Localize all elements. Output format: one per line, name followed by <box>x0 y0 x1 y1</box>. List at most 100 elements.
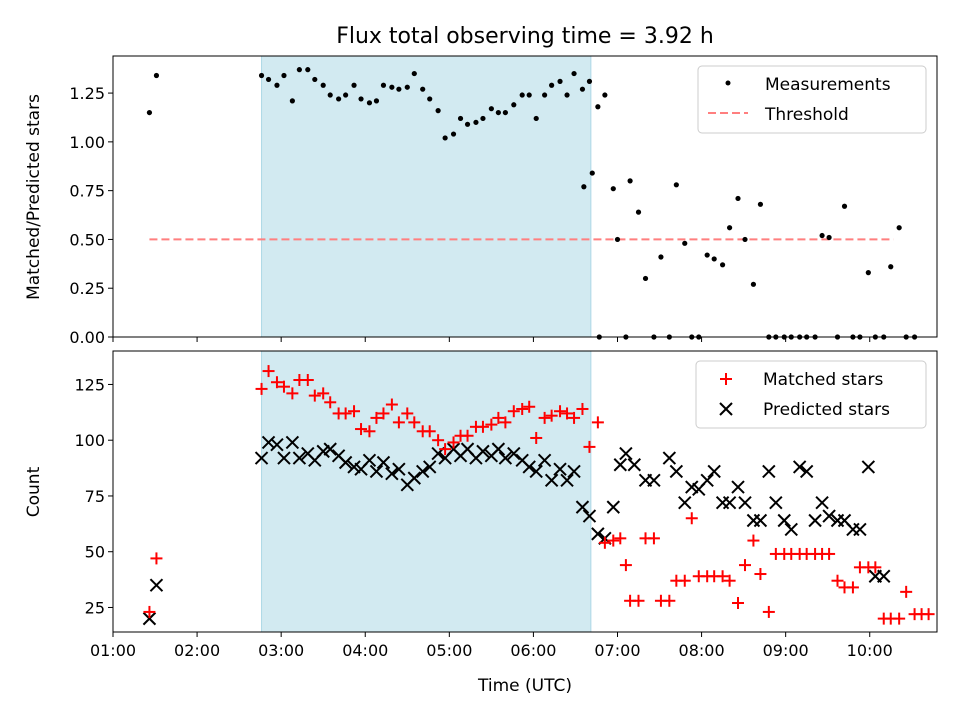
predicted-point <box>553 462 567 476</box>
measurement-point <box>896 225 902 231</box>
measurement-point <box>602 92 608 98</box>
measurement-point <box>750 281 757 287</box>
predicted-point <box>792 460 807 474</box>
measurement-point <box>610 186 616 192</box>
predicted-point <box>591 527 605 541</box>
matched-point <box>401 407 414 420</box>
predicted-point <box>415 464 430 479</box>
measurement-point <box>865 270 871 276</box>
matched-point <box>392 416 405 429</box>
predicted-point <box>799 464 814 479</box>
measurement-point <box>526 92 532 98</box>
measurement-point <box>296 67 302 73</box>
predicted-point <box>784 522 798 537</box>
matched-point <box>685 512 698 525</box>
matched-point <box>576 402 589 415</box>
predicted-point <box>338 455 353 470</box>
top-y-axis-label: Matched/Predicted stars <box>24 94 44 300</box>
x-tick-label: 02:00 <box>174 641 220 660</box>
measurement-point <box>658 254 664 260</box>
top-panel: 0.00 0.25 0.50 0.75 1.00 1.25 Matched/Predict… <box>24 55 938 347</box>
measurement-point <box>519 92 525 98</box>
measurement-point <box>742 236 748 243</box>
matched-point <box>663 594 676 607</box>
x-tick-label: 10:00 <box>847 641 893 660</box>
matched-point <box>583 440 596 453</box>
measurement-point <box>258 72 265 79</box>
measurement-point <box>420 86 426 92</box>
matched-point <box>716 570 729 583</box>
predicted-point <box>567 464 581 479</box>
predicted-point <box>529 464 543 479</box>
measurement-point <box>457 115 464 122</box>
measurement-point <box>495 109 501 116</box>
matched-point <box>301 373 314 386</box>
bottom-y-tick-label: 50 <box>85 543 105 562</box>
measurement-point <box>557 78 563 84</box>
bottom-y-tick-label: 100 <box>74 431 105 450</box>
measurement-point <box>427 96 433 102</box>
matched-point <box>900 585 913 598</box>
predicted-point <box>277 451 291 465</box>
top-shaded-region <box>261 55 592 338</box>
predicted-point <box>376 455 391 470</box>
measurement-point <box>442 135 448 141</box>
measurement-point <box>343 92 349 98</box>
matched-point <box>432 434 445 447</box>
measurement-point <box>396 86 402 92</box>
predicted-point <box>613 458 627 472</box>
measurement-point <box>281 72 287 79</box>
predicted-point <box>619 446 633 461</box>
measurement-point <box>735 195 741 202</box>
measurement-point <box>153 72 160 79</box>
matched-point <box>499 416 512 429</box>
measurement-point <box>358 96 364 102</box>
matched-point <box>143 605 156 618</box>
measurement-point <box>146 109 153 116</box>
measurement-point <box>274 82 280 88</box>
top-legend-box <box>697 65 927 134</box>
predicted-point <box>669 464 684 479</box>
predicted-point <box>815 495 829 510</box>
matched-point <box>831 574 844 587</box>
matched-point <box>538 411 551 424</box>
predicted-point <box>582 509 597 523</box>
matched-point <box>846 581 859 594</box>
matched-point <box>893 612 906 625</box>
measurement-point <box>488 106 494 112</box>
matched-point <box>607 534 620 547</box>
measurement-point <box>841 203 848 209</box>
predicted-point <box>700 473 714 488</box>
matched-point <box>568 411 581 424</box>
matched-point <box>324 396 337 409</box>
matched-point <box>385 398 398 411</box>
measurement-point <box>366 100 373 106</box>
measurement-point <box>265 76 272 83</box>
matched-point <box>678 574 691 587</box>
matched-point <box>370 411 383 424</box>
measurement-point <box>614 236 621 243</box>
predicted-point <box>731 480 745 494</box>
predicted-point <box>738 495 752 510</box>
matched-point <box>647 532 660 545</box>
measurement-point <box>579 86 586 92</box>
top-legend: Measurements Threshold <box>697 65 927 134</box>
matched-point <box>150 552 163 565</box>
measurement-point <box>719 262 726 268</box>
matched-point <box>554 405 567 418</box>
matched-point <box>545 409 558 422</box>
measurement-point <box>320 82 326 88</box>
bottom-y-tick-label: 75 <box>85 487 105 506</box>
predicted-point <box>323 442 337 456</box>
measurement-point <box>564 92 570 98</box>
predicted-point <box>369 464 384 479</box>
predicted-point <box>627 458 642 472</box>
predicted-point <box>575 500 590 514</box>
predicted-point <box>753 513 768 528</box>
matched-point <box>516 402 529 415</box>
top-y-tick-label: 0.50 <box>69 230 105 249</box>
x-tick-label: 04:00 <box>342 641 388 660</box>
predicted-point <box>544 473 559 488</box>
matched-point <box>619 559 632 572</box>
top-axes-frame <box>112 55 938 338</box>
